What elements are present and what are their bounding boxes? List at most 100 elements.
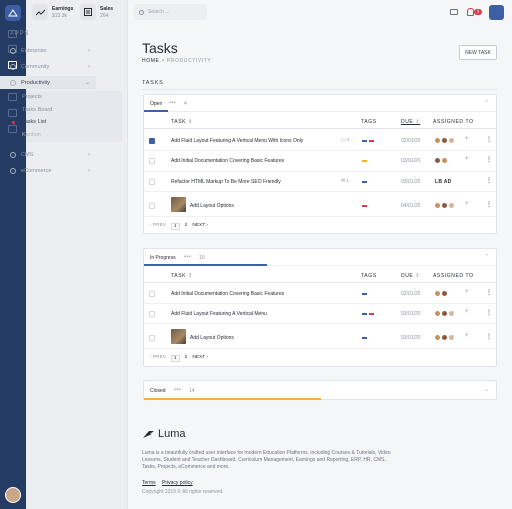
page-1-button[interactable]: 1: [171, 355, 180, 362]
logo-icon[interactable]: [5, 5, 21, 21]
pages-icon[interactable]: [8, 93, 17, 101]
task-checkbox[interactable]: [149, 138, 155, 144]
column-due[interactable]: DUE ⇕: [401, 273, 421, 279]
sidebar-item-enterprise[interactable]: Enterprise ›: [0, 44, 96, 57]
task-title[interactable]: Add Fluid Layout Featuring A Vertical Me…: [171, 138, 304, 144]
privacy-link[interactable]: Privacy policy: [162, 480, 193, 486]
tables-icon[interactable]: [8, 125, 17, 133]
mail-icon[interactable]: [450, 9, 458, 15]
more-icon[interactable]: ⋮: [486, 334, 492, 340]
tag-red: [369, 140, 374, 142]
page-1-button[interactable]: 1: [171, 223, 180, 230]
column-tags[interactable]: TAGS: [361, 273, 377, 279]
plus-icon[interactable]: +: [465, 201, 469, 207]
tag-red: [362, 205, 367, 207]
chevron-right-icon: ›: [88, 151, 90, 158]
column-task[interactable]: TASK ⇕: [171, 119, 193, 125]
prev-page-button[interactable]: ‹ PREV: [150, 355, 166, 360]
column-tags[interactable]: TAGS: [361, 119, 377, 125]
bell-icon[interactable]: [467, 8, 474, 16]
chevron-up-icon[interactable]: ⌃: [484, 254, 489, 260]
column-assigned[interactable]: ASSIGNED TO: [433, 273, 474, 279]
user-avatar[interactable]: [5, 487, 21, 503]
more-icon[interactable]: ⋮: [486, 202, 492, 208]
task-title[interactable]: Add Layout Options: [190, 203, 234, 209]
plus-icon[interactable]: +: [465, 289, 469, 295]
avatar: [448, 334, 455, 341]
more-icon[interactable]: •••: [169, 100, 177, 106]
comment-count: ▭ 2: [341, 138, 350, 143]
footer-links: Terms Privacy policy: [142, 480, 198, 486]
sidebar-subitem-kanban[interactable]: Kanban: [22, 132, 41, 138]
more-icon[interactable]: ⋮: [486, 310, 492, 316]
copyright: Copyright 2019 © All rights reserved.: [142, 489, 224, 495]
group-header[interactable]: In Progress ••• 10 ⌃: [144, 249, 496, 266]
sales-label: Sales: [100, 5, 114, 12]
task-checkbox[interactable]: [149, 311, 155, 317]
prev-page-button[interactable]: ‹ PREV: [150, 223, 166, 228]
new-task-button[interactable]: NEW TASK: [459, 45, 497, 60]
chevron-up-icon[interactable]: ⌃: [484, 100, 489, 106]
task-checkbox[interactable]: [149, 291, 155, 297]
task-title[interactable]: Add Fluid Layout Featuring A Vertical Me…: [171, 311, 267, 317]
task-title[interactable]: Add Initial Documentation Covering Basic…: [171, 158, 285, 164]
task-checkbox[interactable]: [149, 158, 155, 164]
components-icon[interactable]: [8, 109, 17, 117]
page-2-button[interactable]: 2: [184, 355, 188, 360]
terms-link[interactable]: Terms: [142, 480, 156, 486]
more-icon[interactable]: •••: [174, 387, 182, 393]
cms-icon: [10, 151, 16, 158]
next-page-button[interactable]: NEXT ›: [192, 223, 208, 228]
task-checkbox[interactable]: [149, 203, 155, 209]
sidebar-item-label: Productivity: [21, 79, 50, 86]
sidebar-subitem-projects[interactable]: Projects: [22, 94, 42, 100]
avatar: [441, 137, 448, 144]
column-due[interactable]: DUE ⇕: [401, 119, 421, 125]
more-icon[interactable]: ⋮: [486, 137, 492, 143]
chevron-down-icon[interactable]: ⌄: [484, 387, 489, 393]
sidebar-item-ecommerce[interactable]: eCommerce ›: [0, 164, 96, 177]
avatar: [441, 290, 448, 297]
divider: [142, 89, 497, 90]
plus-icon[interactable]: +: [465, 156, 469, 162]
sidebar-item-community[interactable]: Community ›: [0, 60, 96, 73]
more-icon[interactable]: ⋮: [486, 290, 492, 296]
breadcrumb-home[interactable]: HOME: [142, 58, 160, 64]
next-page-button[interactable]: NEXT ›: [192, 355, 208, 360]
more-icon[interactable]: ⋮: [486, 178, 492, 184]
task-checkbox[interactable]: [149, 335, 155, 341]
task-checkbox[interactable]: [149, 179, 155, 185]
task-group-closed[interactable]: Closed ••• 14 ⌄: [143, 380, 497, 400]
plus-icon[interactable]: +: [465, 136, 469, 142]
sidebar-item-cms[interactable]: CMS ›: [0, 148, 96, 161]
sidebar-item-productivity[interactable]: Productivity ⌄: [0, 76, 96, 89]
more-icon[interactable]: ⋮: [486, 157, 492, 163]
brand-name: Luma: [158, 428, 186, 440]
search-input[interactable]: Search ...: [134, 4, 207, 20]
group-progress-bar: [144, 398, 321, 400]
chevron-down-icon: ⌄: [84, 80, 90, 86]
sales-value: 264: [100, 12, 109, 19]
ecommerce-icon: [10, 167, 16, 174]
more-icon[interactable]: •••: [184, 254, 192, 260]
tag-red: [369, 313, 374, 315]
luma-logo-icon: [143, 430, 154, 438]
column-task[interactable]: TASK ⇕: [171, 273, 193, 279]
sidebar-subitem-tasks-board[interactable]: Tasks Board: [22, 107, 53, 113]
user-menu-button[interactable]: [489, 5, 504, 20]
sidebar-subitem-tasks-list[interactable]: Tasks List: [12, 119, 46, 125]
plus-icon[interactable]: +: [465, 333, 469, 339]
enterprise-icon: [10, 47, 16, 54]
task-title[interactable]: Refactor HTML Markup To Be More SEO Frie…: [171, 179, 281, 185]
task-title[interactable]: Add Initial Documentation Covering Basic…: [171, 291, 285, 297]
group-header[interactable]: Open ••• 4 ⌃: [144, 95, 496, 112]
column-assigned[interactable]: ASSIGNED TO: [433, 119, 474, 125]
task-title[interactable]: Add Layout Options: [190, 335, 234, 341]
tag-blue: [362, 293, 367, 295]
page-2-button[interactable]: 2: [184, 223, 188, 228]
group-count: 10: [199, 255, 205, 261]
avatar: [441, 157, 448, 164]
dashboard-icon[interactable]: [8, 30, 17, 38]
avatar: [441, 334, 448, 341]
plus-icon[interactable]: +: [465, 309, 469, 315]
